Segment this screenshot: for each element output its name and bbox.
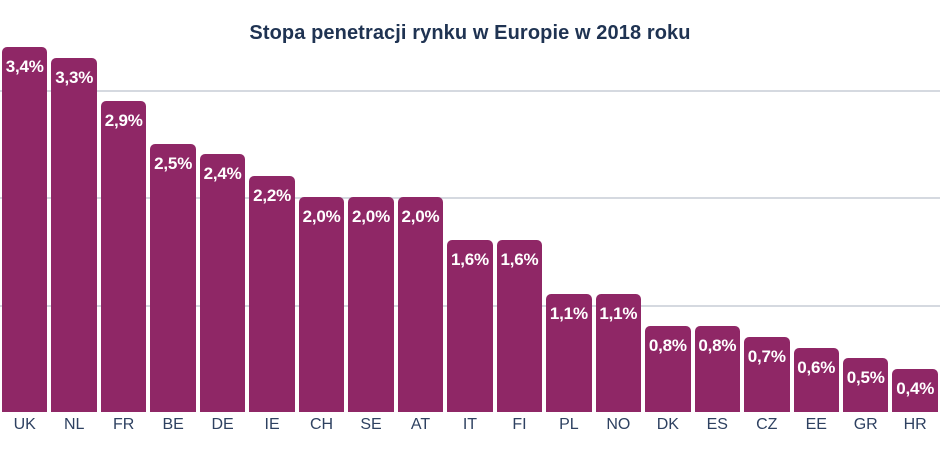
x-axis-label-GR: GR	[853, 416, 878, 433]
bar-BE: 2,5%	[150, 143, 196, 412]
bars-container: 3,4% 3,3% 2,9% 2,5% 2,4% 2,2% 2,0% 2,0% 2,0% 1,6%…	[2, 47, 938, 412]
bar-value-label-UK: 3,4%	[5, 57, 44, 76]
bar-value-label-ES: 0,8%	[698, 336, 737, 356]
bar-DK: 0,8%	[645, 326, 691, 412]
bar-IE: 2,2%	[249, 175, 295, 412]
bar-IT: 1,6%	[447, 240, 493, 412]
bar-value-label-SE: 2,0%	[352, 207, 390, 227]
x-axis-label-PL: PL	[559, 416, 579, 433]
bar-AT: 2,0%	[397, 197, 444, 412]
x-axis-label-IE: IE	[264, 416, 280, 433]
bar-value-label-EE: 0,6%	[797, 357, 836, 377]
x-axis-label-NL: NL	[63, 416, 85, 433]
x-axis-label-SE: SE	[360, 416, 382, 433]
bar-FI: 1,6%	[496, 240, 543, 412]
x-axis-label-IT: IT	[462, 416, 478, 433]
bar-value-label-NO: 1,1%	[599, 303, 638, 323]
bar-value-label-HR: 0,4%	[896, 379, 935, 399]
gridline-2%	[0, 197, 940, 199]
x-axis-label-EE: EE	[805, 416, 827, 433]
bar-value-label-GR: 0,5%	[846, 368, 885, 388]
bar-EE: 0,6%	[793, 347, 839, 412]
bar-value-label-IT: 1,6%	[450, 250, 489, 270]
bar-CH: 2,0%	[298, 197, 345, 412]
bar-value-label-FR: 2,9%	[104, 110, 143, 130]
x-axis-label-AT: AT	[410, 416, 431, 433]
bar-UK: 3,4%	[2, 47, 48, 412]
bar-FR: 2,9%	[100, 100, 147, 412]
bar-value-label-FI: 1,6%	[500, 250, 539, 270]
bar-ES: 0,8%	[694, 326, 741, 412]
x-axis-label-ES: ES	[706, 416, 728, 433]
bar-value-label-BE: 2,5%	[154, 153, 193, 173]
bar-value-label-PL: 1,1%	[549, 303, 588, 323]
bar-PL: 1,1%	[546, 293, 592, 412]
bar-value-label-NL: 3,3%	[55, 67, 94, 87]
bar-HR: 0,4%	[892, 369, 938, 412]
x-axis-label-CZ: CZ	[756, 416, 778, 433]
x-axis-label-UK: UK	[13, 416, 36, 433]
bar-value-label-CZ: 0,7%	[747, 346, 786, 366]
bar-value-label-IE: 2,2%	[253, 185, 292, 205]
bar-value-label-DK: 0,8%	[648, 336, 687, 356]
x-axis-label-BE: BE	[162, 416, 184, 433]
x-axis-label-FI: FI	[512, 416, 527, 433]
x-axis-label-NO: NO	[606, 416, 631, 433]
bar-CZ: 0,7%	[744, 336, 790, 412]
bar-NL: 3,3%	[51, 57, 97, 412]
gridline-3%	[0, 90, 940, 92]
x-axis-label-DE: DE	[211, 416, 234, 433]
bar-DE: 2,4%	[199, 154, 246, 412]
x-axis-label-CH: CH	[309, 416, 334, 433]
x-axis-label-FR: FR	[113, 416, 135, 433]
plot-area: 3,4% 3,3% 2,9% 2,5% 2,4% 2,2% 2,0% 2,0% 2,0% 1,6%…	[0, 47, 940, 412]
bar-value-label-AT: 2,0%	[401, 207, 440, 227]
x-axis-label-HR: HR	[903, 416, 927, 433]
bar-value-label-DE: 2,4%	[203, 164, 242, 184]
bar-value-label-CH: 2,0%	[302, 207, 341, 227]
bar-NO: 1,1%	[595, 293, 642, 412]
bar-SE: 2,0%	[348, 197, 394, 412]
x-axis-label-DK: DK	[656, 416, 679, 433]
chart-title: Stopa penetracji rynku w Europie w 2018 …	[249, 22, 691, 44]
x-axis-labels: UK NL FR BE DE IE CH SE AT IT FI PL NO DK ES CZ EE GR HR	[0, 412, 940, 434]
bar-GR: 0,5%	[842, 358, 889, 412]
